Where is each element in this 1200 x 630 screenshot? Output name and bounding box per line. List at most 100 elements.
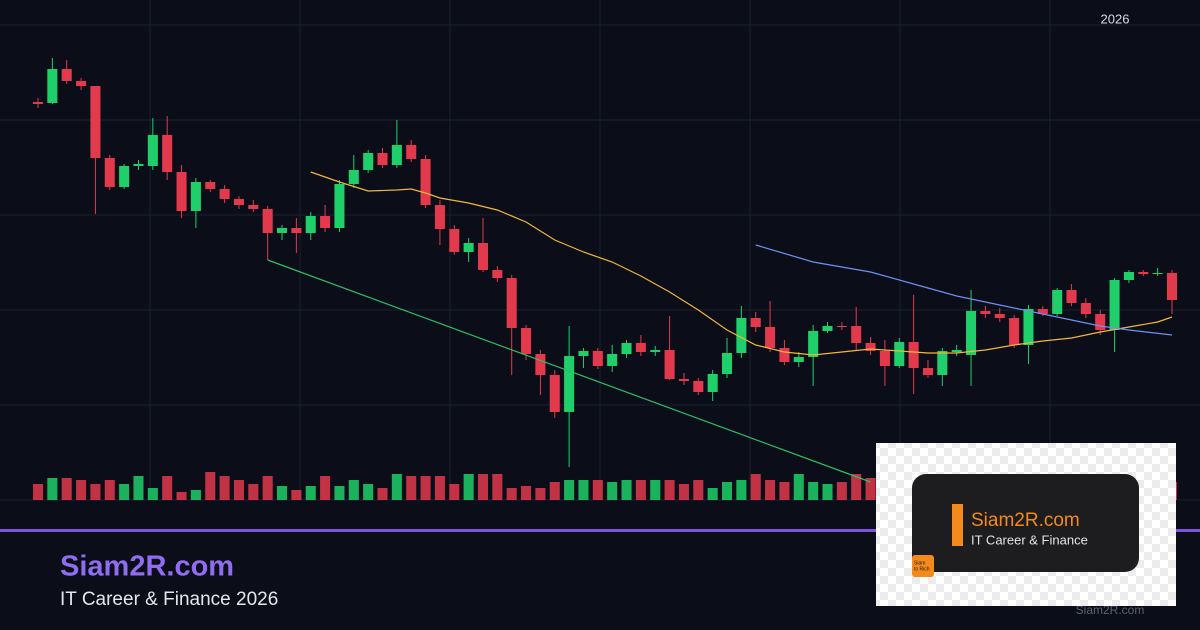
- card-accent: [952, 504, 963, 546]
- candle-body: [219, 189, 230, 199]
- candle-body: [119, 166, 130, 187]
- volume-bar: [133, 476, 144, 500]
- candle-body: [133, 164, 144, 166]
- card-logo: [912, 555, 934, 577]
- volume-bar: [320, 476, 331, 500]
- volume-bar: [808, 482, 819, 500]
- volume-bar: [32, 484, 44, 500]
- candle-body: [621, 343, 632, 354]
- volume-bar: [793, 474, 804, 500]
- volume-bar: [678, 484, 689, 500]
- card-title: Siam2R.com: [971, 510, 1080, 531]
- volume-bar: [190, 490, 201, 500]
- candle-body: [721, 353, 733, 374]
- candle-body: [765, 327, 776, 348]
- volume-bar: [147, 488, 158, 500]
- candle-body: [449, 229, 460, 252]
- candle-body: [1023, 309, 1034, 345]
- volume-bar: [391, 474, 402, 500]
- candle-body: [535, 354, 546, 375]
- candle-body: [707, 374, 718, 392]
- candle-body: [836, 326, 847, 327]
- candle-body: [1052, 290, 1063, 314]
- candle-body: [937, 351, 948, 375]
- candle-body: [736, 318, 747, 353]
- candle-body: [1123, 272, 1134, 280]
- volume-bar: [578, 480, 589, 500]
- volume-bar: [836, 482, 847, 500]
- volume-bar: [650, 480, 661, 500]
- candle-body: [966, 311, 977, 355]
- candle-body: [363, 153, 374, 170]
- candle-body: [76, 81, 87, 86]
- volume-bar: [865, 478, 876, 500]
- candle-body: [377, 153, 388, 165]
- volume-bar: [61, 478, 72, 500]
- candle-body: [879, 351, 890, 366]
- volume-bar: [693, 480, 704, 500]
- volume-bar: [219, 476, 230, 500]
- year-label: 2026: [1101, 11, 1130, 26]
- candle-body: [334, 184, 345, 228]
- volume-bar: [47, 478, 58, 500]
- candle-body: [1138, 272, 1149, 274]
- candle-body: [463, 243, 474, 252]
- candle-body: [176, 172, 187, 211]
- candle-body: [420, 159, 431, 205]
- candle-body: [406, 145, 417, 159]
- volume-bar: [664, 480, 675, 500]
- candle-body: [865, 343, 876, 351]
- brand-subtitle: IT Career & Finance 2026: [60, 589, 278, 610]
- volume-bar: [851, 474, 862, 500]
- candle-body: [277, 228, 288, 233]
- volume-bar: [277, 486, 288, 500]
- volume-bar: [119, 484, 130, 500]
- candle-body: [190, 182, 201, 211]
- candle-body: [922, 368, 933, 375]
- volume-bar: [477, 474, 489, 500]
- volume-bar: [90, 484, 101, 500]
- candle-body: [664, 350, 675, 379]
- candle-body: [1166, 273, 1178, 300]
- volume-bar: [621, 480, 632, 500]
- volume-bar: [549, 482, 560, 500]
- brand-title: Siam2R.com: [60, 551, 234, 583]
- volume-bar: [420, 476, 431, 500]
- candle-body: [578, 351, 589, 356]
- candle-body: [1095, 314, 1106, 330]
- volume-bar: [104, 480, 115, 500]
- candle-body: [61, 69, 72, 81]
- volume-bar: [205, 472, 216, 500]
- divider: [0, 529, 1200, 532]
- volume-bar: [592, 480, 603, 500]
- candle-body: [320, 216, 331, 228]
- volume-bar: [721, 482, 733, 500]
- candle-body: [779, 348, 790, 362]
- volume-bar: [779, 482, 790, 500]
- candle-body: [808, 331, 819, 357]
- volume-bar: [449, 484, 460, 500]
- candle-body: [822, 326, 833, 331]
- candle-body: [32, 102, 44, 104]
- candle-body: [678, 379, 689, 381]
- candle-body: [391, 145, 402, 165]
- overlay-line: [267, 259, 871, 483]
- candle-body: [693, 381, 704, 392]
- candle-body: [635, 343, 646, 352]
- candle-body: [650, 350, 661, 352]
- volume-bar: [291, 490, 302, 500]
- candle-body: [1152, 273, 1163, 274]
- volume-bar: [434, 476, 445, 500]
- candle-body: [750, 318, 761, 327]
- candle-body: [908, 342, 919, 368]
- candle-body: [592, 351, 603, 366]
- candle-body: [262, 209, 273, 233]
- candle-body: [951, 350, 962, 352]
- volume-bar: [635, 480, 646, 500]
- candle-body: [90, 86, 101, 158]
- volume-bar: [707, 488, 718, 500]
- card-subtitle: IT Career & Finance: [971, 532, 1088, 547]
- candle-body: [291, 228, 302, 233]
- candle-body: [607, 354, 618, 366]
